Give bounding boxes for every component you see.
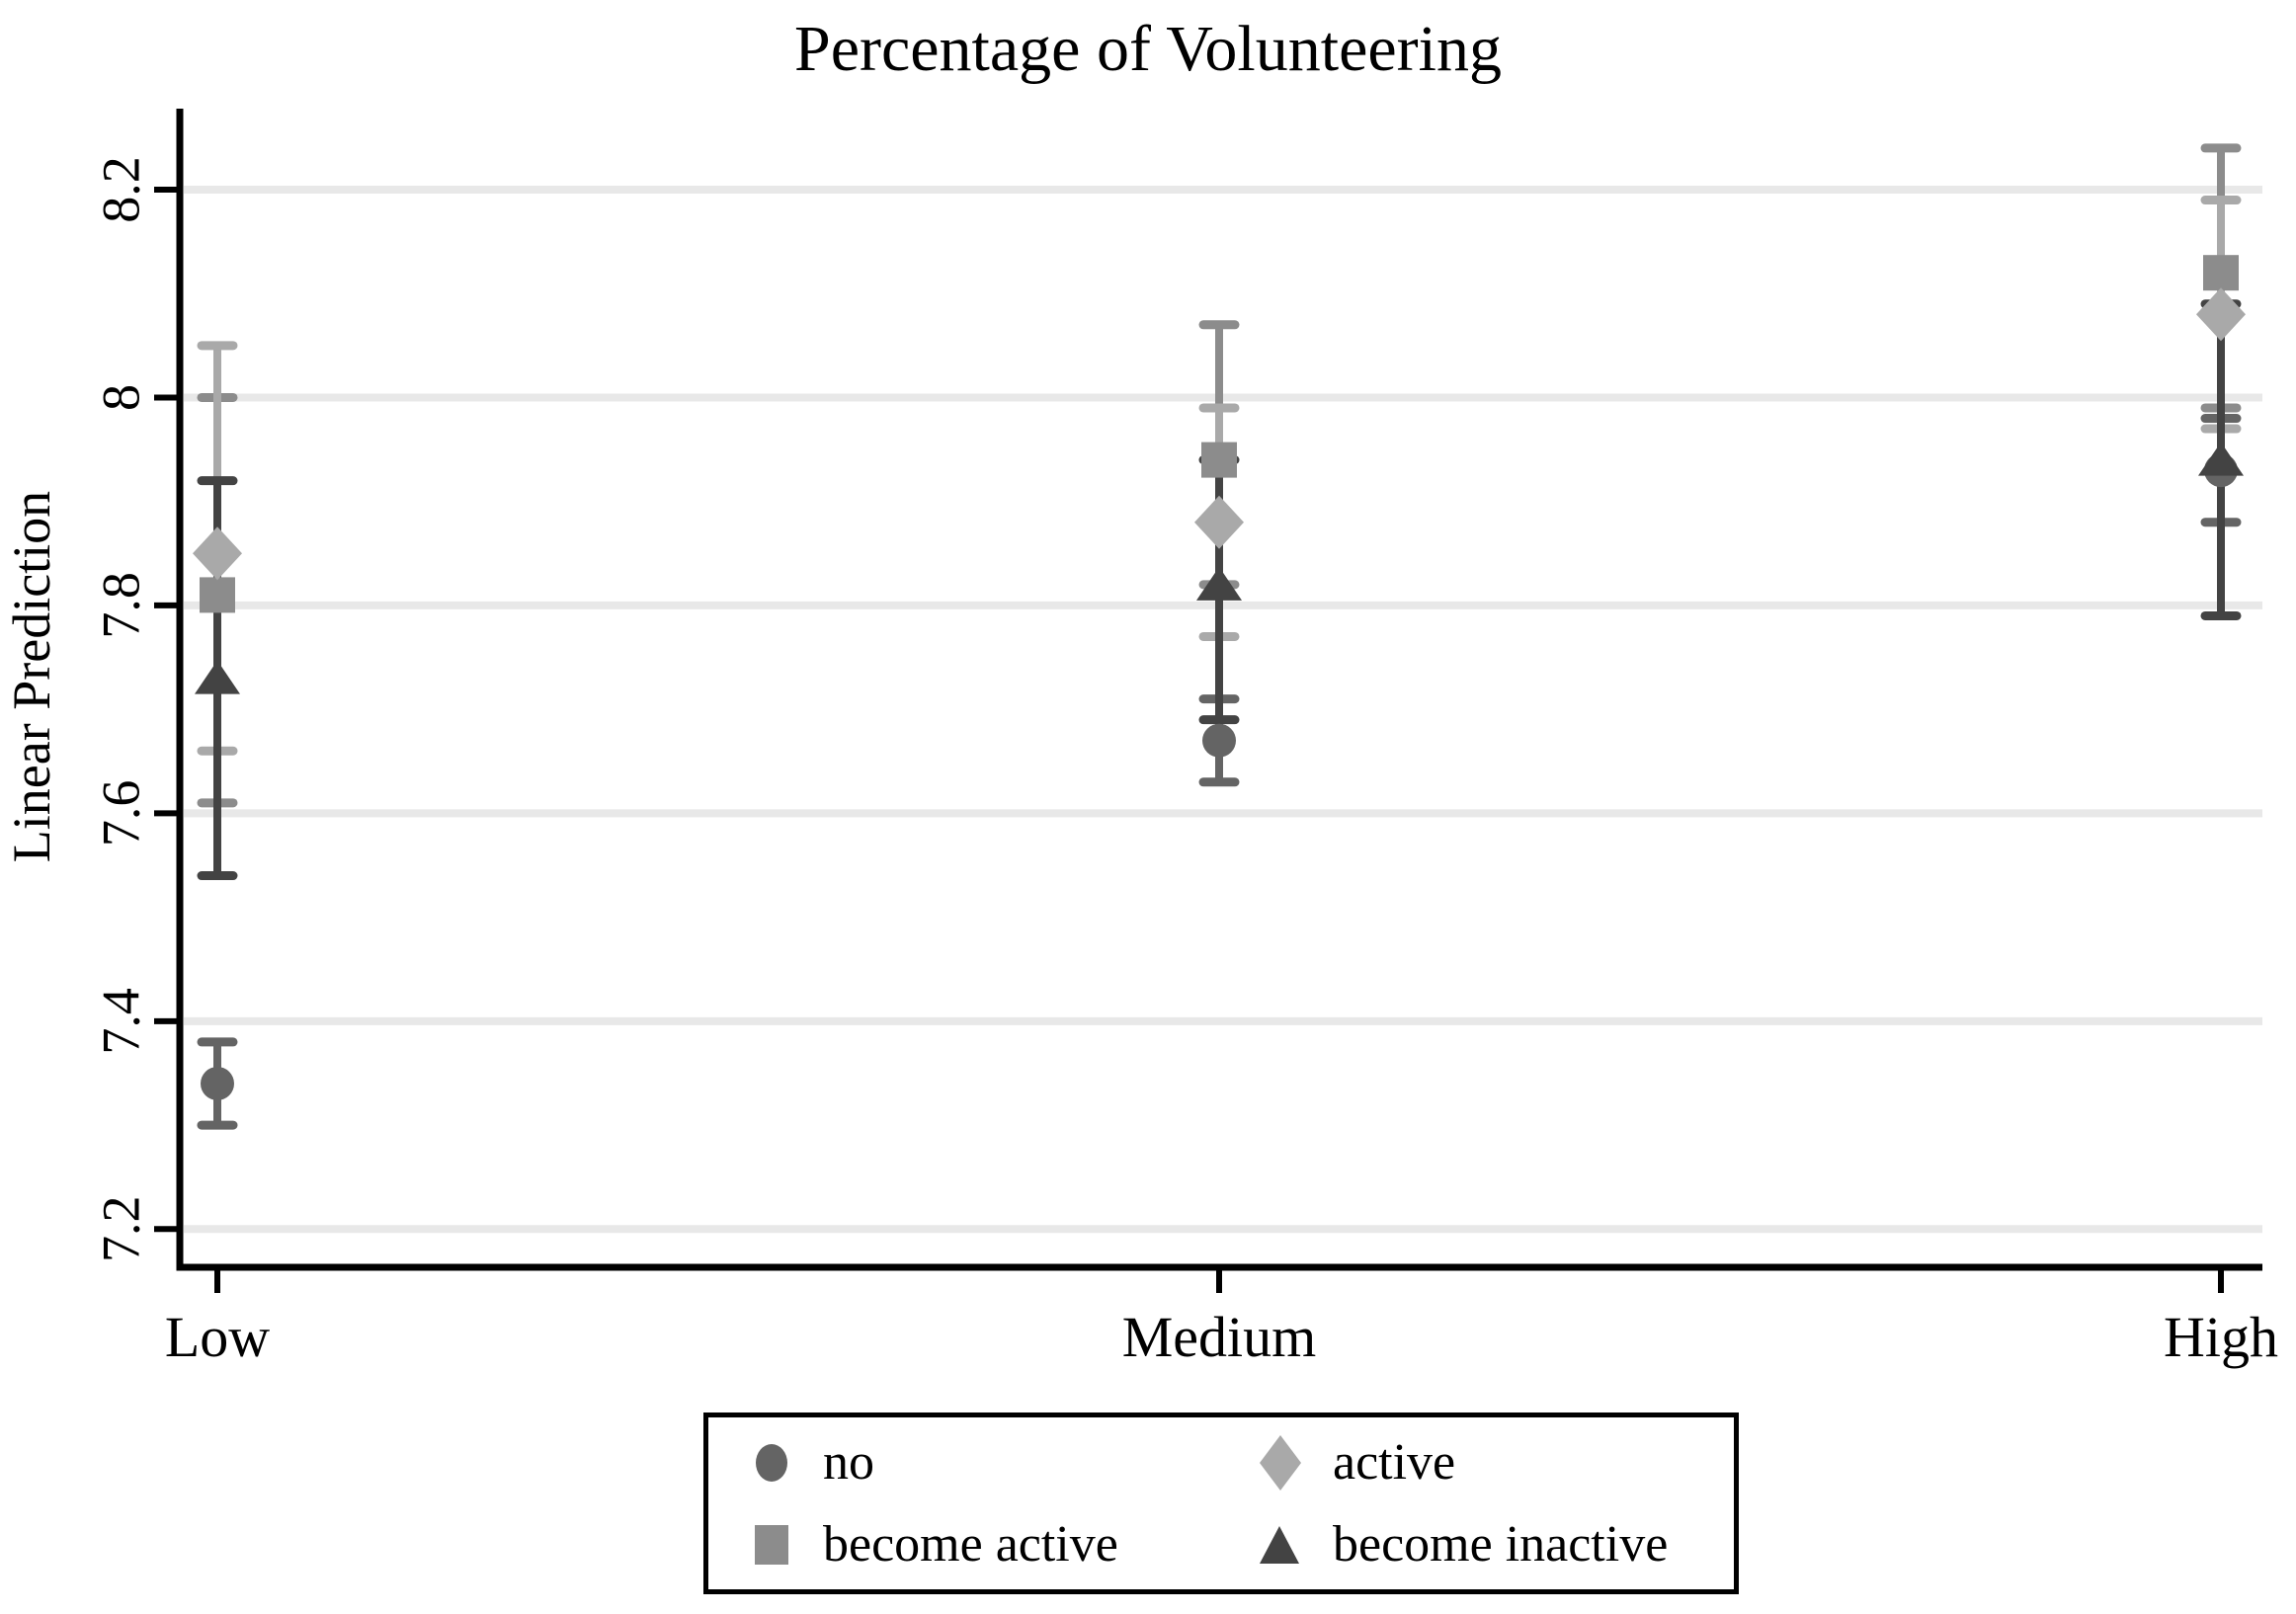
marker-become-active <box>200 577 235 613</box>
legend: no active become active become inactive <box>703 1412 1739 1594</box>
legend-label: no <box>823 1434 874 1491</box>
y-tick-label: 7.8 <box>91 572 150 639</box>
marker-active <box>1194 495 1244 549</box>
marker-active <box>193 526 242 581</box>
circle-marker-icon <box>756 1443 787 1482</box>
marker-become-active <box>1201 442 1237 478</box>
x-category-label: High <box>2164 1305 2278 1369</box>
legend-item-become-inactive: become inactive <box>1258 1515 1734 1574</box>
marker-no <box>1202 723 1236 758</box>
marker-become-inactive <box>1196 566 1242 601</box>
legend-label: active <box>1333 1434 1456 1491</box>
marker-become-inactive <box>195 660 240 694</box>
marker-become-active <box>2203 255 2239 291</box>
diamond-marker-icon <box>1260 1434 1301 1491</box>
x-category-label: Low <box>165 1305 270 1369</box>
legend-item-no: no <box>752 1433 1258 1492</box>
marker-no <box>201 1066 234 1100</box>
x-category-label: Medium <box>1122 1305 1317 1369</box>
square-marker-icon <box>755 1524 788 1565</box>
y-tick-label: 7.6 <box>91 780 150 847</box>
legend-item-become-active: become active <box>752 1515 1258 1574</box>
triangle-marker-icon <box>1260 1525 1299 1564</box>
y-tick-label: 8 <box>91 384 150 411</box>
y-tick-label: 7.2 <box>91 1196 150 1263</box>
legend-item-active: active <box>1258 1432 1734 1493</box>
y-tick-label: 7.4 <box>91 988 150 1055</box>
marker-active <box>2196 287 2246 342</box>
legend-label: become inactive <box>1333 1516 1669 1573</box>
chart-title: Percentage of Volunteering <box>793 13 1502 85</box>
y-tick-label: 8.2 <box>91 156 150 223</box>
marker-become-inactive <box>2198 442 2244 476</box>
legend-label: become active <box>823 1516 1118 1573</box>
